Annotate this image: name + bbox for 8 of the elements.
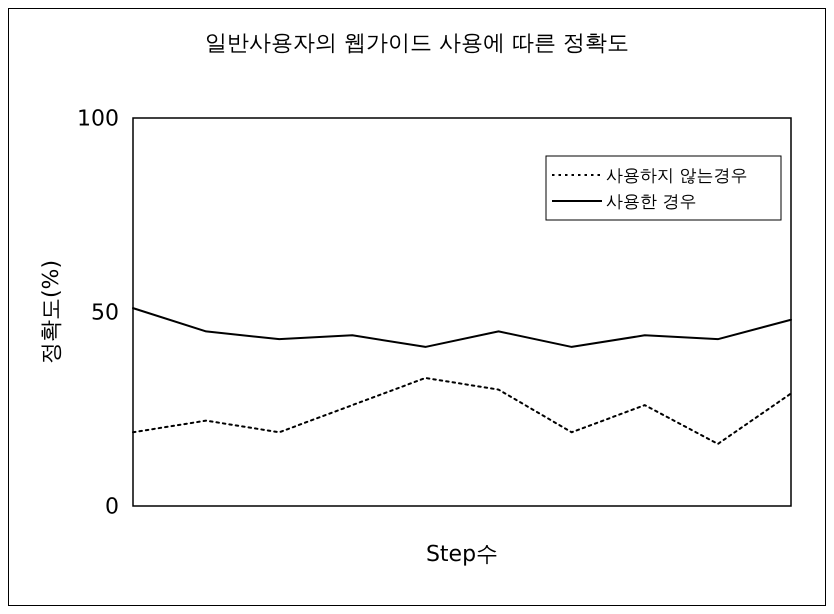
y-tick-label: 50 [91, 300, 119, 326]
y-axis-title: 정확도(%) [39, 260, 64, 364]
y-tick-label: 100 [77, 106, 119, 132]
chart-title: 일반사용자의 웹가이드 사용에 따른 정확도 [205, 31, 629, 56]
legend-label: 사용하지 않는경우 [606, 166, 748, 186]
legend-label: 사용한 경우 [606, 192, 696, 212]
y-tick-label: 0 [105, 494, 119, 520]
x-axis-title: Step수 [426, 542, 498, 567]
